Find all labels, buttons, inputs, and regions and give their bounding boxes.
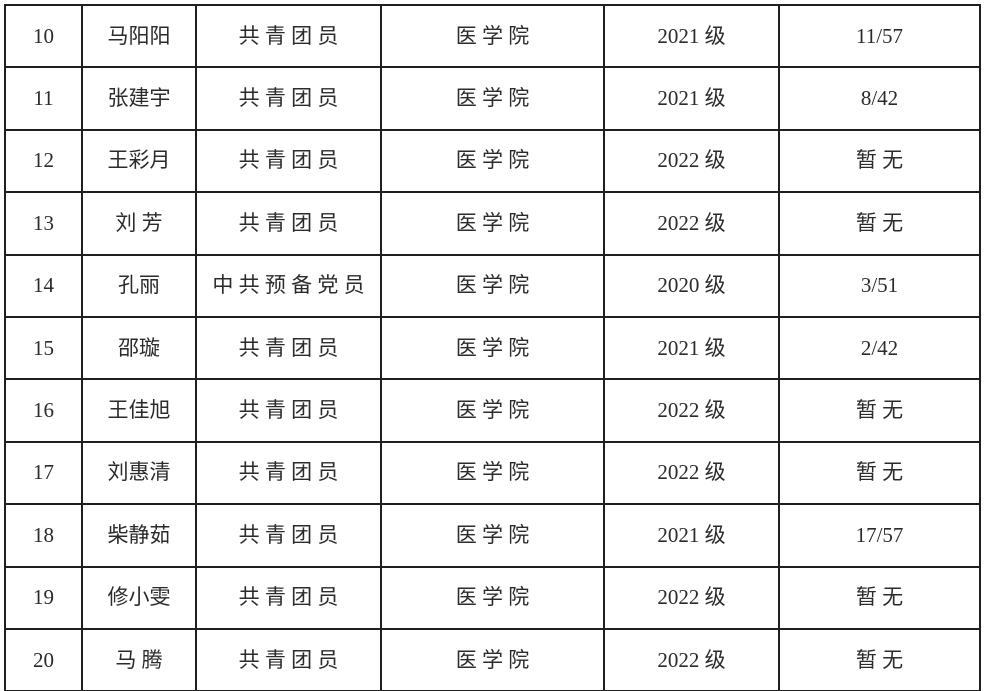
cell-serial-number: 13 [4,191,83,256]
cell-college: 医 学 院 [380,627,605,691]
cell-rank: 暂 无 [778,440,981,506]
table-row: 20 马 腾 共 青 团 员 医 学 院 2022 级 暂 无 [4,627,981,691]
student-roster-table: 10 马阳阳 共 青 团 员 医 学 院 2021 级 11/57 11 张建宇… [4,3,981,691]
cell-political-status: 共 青 团 员 [195,191,382,256]
table-row: 11 张建宇 共 青 团 员 医 学 院 2021 级 8/42 [4,66,981,131]
cell-college: 医 学 院 [380,128,605,194]
cell-serial-number: 16 [4,378,83,443]
table-row: 14 孔丽 中 共 预 备 党 员 医 学 院 2020 级 3/51 [4,253,981,318]
cell-grade: 2021 级 [603,66,780,131]
cell-student-name: 马 腾 [81,627,197,691]
cell-serial-number: 19 [4,565,83,630]
cell-political-status: 共 青 团 员 [195,3,382,69]
cell-rank: 暂 无 [778,627,981,691]
cell-grade: 2022 级 [603,191,780,256]
table-row: 10 马阳阳 共 青 团 员 医 学 院 2021 级 11/57 [4,3,981,69]
cell-political-status: 共 青 团 员 [195,66,382,131]
cell-rank: 暂 无 [778,378,981,443]
cell-political-status: 共 青 团 员 [195,128,382,194]
cell-political-status: 共 青 团 员 [195,440,382,506]
cell-grade: 2022 级 [603,627,780,691]
cell-college: 医 学 院 [380,503,605,568]
cell-college: 医 学 院 [380,253,605,318]
cell-student-name: 王佳旭 [81,378,197,443]
cell-student-name: 刘惠清 [81,440,197,506]
cell-political-status: 共 青 团 员 [195,565,382,630]
table-row: 17 刘惠清 共 青 团 员 医 学 院 2022 级 暂 无 [4,440,981,506]
cell-political-status: 共 青 团 员 [195,315,382,381]
cell-serial-number: 10 [4,3,83,69]
cell-serial-number: 12 [4,128,83,194]
cell-student-name: 刘 芳 [81,191,197,256]
cell-rank: 3/51 [778,253,981,318]
cell-rank: 8/42 [778,66,981,131]
cell-student-name: 柴静茹 [81,503,197,568]
student-roster-table-body: 10 马阳阳 共 青 团 员 医 学 院 2021 级 11/57 11 张建宇… [4,3,981,691]
cell-political-status: 中 共 预 备 党 员 [195,253,382,318]
cell-political-status: 共 青 团 员 [195,503,382,568]
cell-student-name: 邵璇 [81,315,197,381]
cell-student-name: 马阳阳 [81,3,197,69]
table-row: 12 王彩月 共 青 团 员 医 学 院 2022 级 暂 无 [4,128,981,194]
cell-serial-number: 18 [4,503,83,568]
cell-college: 医 学 院 [380,3,605,69]
cell-grade: 2022 级 [603,128,780,194]
cell-grade: 2022 级 [603,378,780,443]
cell-student-name: 修小雯 [81,565,197,630]
cell-rank: 暂 无 [778,565,981,630]
cell-grade: 2021 级 [603,3,780,69]
table-row: 16 王佳旭 共 青 团 员 医 学 院 2022 级 暂 无 [4,378,981,443]
cell-serial-number: 17 [4,440,83,506]
cell-college: 医 学 院 [380,378,605,443]
cell-rank: 2/42 [778,315,981,381]
cell-rank: 暂 无 [778,191,981,256]
table-row: 13 刘 芳 共 青 团 员 医 学 院 2022 级 暂 无 [4,191,981,256]
cell-political-status: 共 青 团 员 [195,627,382,691]
cell-grade: 2022 级 [603,565,780,630]
table-row: 15 邵璇 共 青 团 员 医 学 院 2021 级 2/42 [4,315,981,381]
cell-political-status: 共 青 团 员 [195,378,382,443]
cell-serial-number: 11 [4,66,83,131]
cell-college: 医 学 院 [380,66,605,131]
cell-rank: 11/57 [778,3,981,69]
cell-college: 医 学 院 [380,440,605,506]
cell-grade: 2020 级 [603,253,780,318]
cell-grade: 2022 级 [603,440,780,506]
cell-serial-number: 20 [4,627,83,691]
table-row: 19 修小雯 共 青 团 员 医 学 院 2022 级 暂 无 [4,565,981,630]
cell-student-name: 张建宇 [81,66,197,131]
cell-rank: 暂 无 [778,128,981,194]
cell-student-name: 王彩月 [81,128,197,194]
cell-grade: 2021 级 [603,315,780,381]
cell-college: 医 学 院 [380,315,605,381]
cell-rank: 17/57 [778,503,981,568]
table-row: 18 柴静茹 共 青 团 员 医 学 院 2021 级 17/57 [4,503,981,568]
cell-grade: 2021 级 [603,503,780,568]
cell-serial-number: 14 [4,253,83,318]
cell-college: 医 学 院 [380,191,605,256]
cell-serial-number: 15 [4,315,83,381]
cell-college: 医 学 院 [380,565,605,630]
cell-student-name: 孔丽 [81,253,197,318]
